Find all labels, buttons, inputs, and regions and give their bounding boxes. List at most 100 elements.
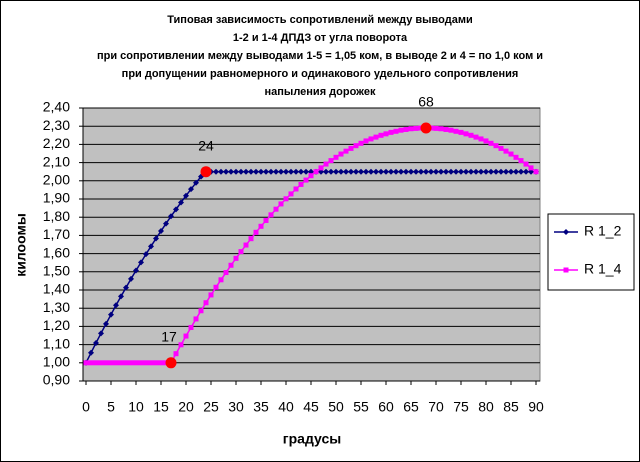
- x-tick-label: 80: [478, 399, 494, 415]
- data-point: [308, 173, 314, 179]
- data-point: [333, 168, 339, 175]
- data-point: [288, 191, 294, 197]
- chart-title: напыления дорожек: [265, 86, 376, 98]
- data-point: [133, 360, 139, 366]
- data-point: [363, 138, 369, 144]
- x-tick-label: 15: [153, 399, 169, 415]
- data-point: [288, 168, 294, 175]
- data-point: [173, 351, 179, 357]
- y-tick-label: 1,30: [43, 299, 70, 315]
- data-point: [408, 168, 414, 175]
- data-point: [183, 333, 189, 339]
- data-point: [418, 168, 424, 175]
- legend-label: R 1_4: [584, 261, 622, 277]
- y-tick-label: 1,10: [43, 335, 70, 351]
- x-tick-label: 45: [303, 399, 319, 415]
- data-point: [123, 284, 129, 291]
- data-point: [358, 140, 364, 146]
- x-tick-label: 30: [228, 399, 244, 415]
- data-point: [493, 143, 499, 149]
- x-tick-label: 35: [253, 399, 269, 415]
- data-point: [193, 179, 199, 186]
- data-point: [298, 168, 304, 175]
- annotation-label: 24: [198, 137, 214, 153]
- data-point: [333, 154, 339, 160]
- y-tick-label: 1,90: [43, 190, 70, 206]
- x-tick-label: 75: [453, 399, 469, 415]
- data-point: [278, 168, 284, 175]
- data-point: [358, 168, 364, 175]
- data-point: [488, 140, 494, 146]
- data-point: [228, 168, 234, 175]
- data-point: [118, 293, 124, 300]
- data-point: [398, 127, 404, 133]
- y-tick-label: 2,40: [43, 99, 70, 115]
- x-tick-label: 55: [353, 399, 369, 415]
- data-point: [128, 360, 134, 366]
- data-point: [213, 284, 219, 290]
- data-point: [293, 186, 299, 192]
- data-point: [483, 168, 489, 175]
- data-point: [258, 168, 264, 175]
- data-point: [498, 145, 504, 151]
- data-point: [343, 168, 349, 175]
- data-point: [98, 360, 104, 366]
- data-point: [203, 300, 209, 306]
- y-tick-label: 1,40: [43, 281, 70, 297]
- data-point: [518, 158, 524, 164]
- data-point: [378, 168, 384, 175]
- x-tick-label: 50: [328, 399, 344, 415]
- data-point: [453, 168, 459, 175]
- data-point: [453, 128, 459, 134]
- x-tick-label: 5: [107, 399, 115, 415]
- data-point: [388, 129, 394, 135]
- data-point: [368, 136, 374, 142]
- data-point: [103, 360, 109, 366]
- data-point: [258, 223, 264, 229]
- data-point: [413, 168, 419, 175]
- data-point: [238, 249, 244, 255]
- data-point: [458, 168, 464, 175]
- data-point: [263, 217, 269, 223]
- plot-area: [82, 107, 541, 382]
- data-point: [498, 168, 504, 175]
- data-point: [473, 134, 479, 140]
- data-point: [533, 169, 539, 175]
- data-point: [393, 128, 399, 134]
- x-tick-label: 90: [528, 399, 544, 415]
- data-point: [473, 168, 479, 175]
- data-point: [248, 168, 254, 175]
- data-point: [113, 302, 119, 309]
- data-point: [403, 126, 409, 132]
- data-point: [228, 262, 234, 268]
- data-point: [428, 168, 434, 175]
- y-axis-label: килоомы: [13, 213, 29, 277]
- legend-marker: [563, 267, 569, 273]
- data-point: [458, 129, 464, 135]
- data-point: [278, 201, 284, 207]
- data-point: [93, 360, 99, 366]
- data-point: [323, 168, 329, 175]
- legend-box: [547, 213, 635, 291]
- data-point: [433, 125, 439, 131]
- x-tick-label: 0: [82, 399, 90, 415]
- data-point: [528, 165, 534, 171]
- data-point: [438, 126, 444, 132]
- data-point: [373, 134, 379, 140]
- x-tick-label: 60: [378, 399, 394, 415]
- data-point: [263, 168, 269, 175]
- data-point: [393, 168, 399, 175]
- data-point: [443, 168, 449, 175]
- chart-title: 1-2 и 1-4 ДПДЗ от угла поворота: [233, 32, 408, 44]
- x-tick-label: 20: [178, 399, 194, 415]
- y-tick-label: 1,00: [43, 354, 70, 370]
- data-point: [118, 360, 124, 366]
- data-point: [523, 161, 529, 167]
- data-point: [408, 126, 414, 132]
- legend-label: R 1_2: [584, 223, 622, 239]
- data-point: [433, 168, 439, 175]
- data-point: [248, 236, 254, 242]
- data-point: [88, 349, 94, 356]
- data-point: [348, 168, 354, 175]
- data-point: [443, 126, 449, 132]
